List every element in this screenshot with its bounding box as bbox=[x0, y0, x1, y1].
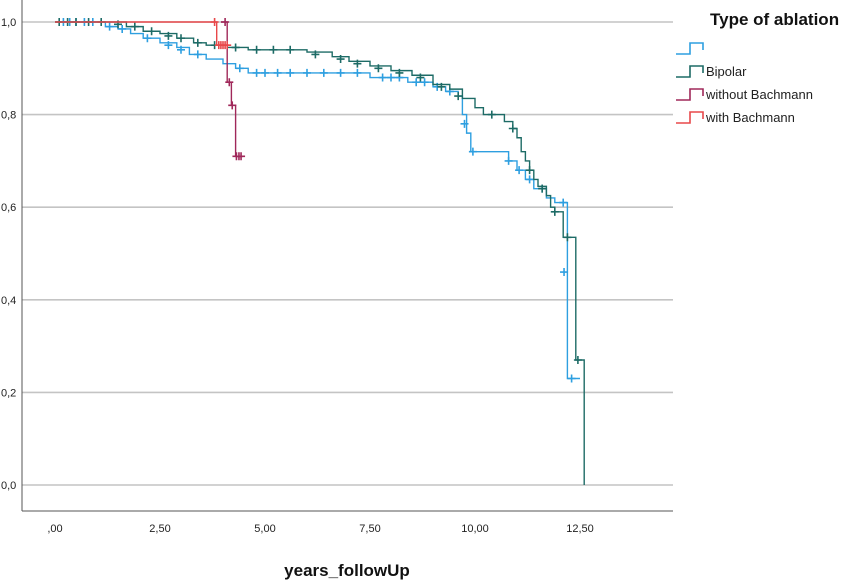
y-tick-label: 0,6 bbox=[1, 202, 16, 214]
censor-mark bbox=[261, 68, 269, 77]
censor-mark bbox=[193, 38, 202, 47]
x-axis-title: years_followUp bbox=[284, 561, 410, 580]
censor-mark bbox=[210, 18, 219, 26]
censor-mark bbox=[143, 34, 152, 43]
censor-mark bbox=[221, 18, 230, 26]
censor-mark bbox=[504, 156, 513, 165]
censor-mark bbox=[164, 31, 173, 40]
censor-mark bbox=[286, 68, 295, 77]
tick-labels: 1,0 0,8 0,6 0,4 0,2 0,0 ,00 2,50 5,00 7,50 10,00 12… bbox=[1, 17, 594, 535]
series-group bbox=[55, 18, 585, 485]
legend-title: Type of ablation bbox=[710, 10, 839, 29]
censor-mark bbox=[311, 50, 320, 59]
censor-mark bbox=[508, 124, 517, 133]
censor-mark bbox=[412, 78, 421, 87]
censor-mark bbox=[223, 41, 232, 50]
y-tick-label: 1,0 bbox=[1, 17, 16, 29]
censor-mark bbox=[193, 50, 202, 59]
censor-mark bbox=[273, 68, 282, 77]
censor-mark bbox=[164, 41, 173, 50]
censor-mark bbox=[378, 73, 387, 82]
censor-mark bbox=[560, 268, 569, 277]
censor-mark bbox=[468, 147, 477, 156]
censor-mark bbox=[336, 55, 345, 64]
axes bbox=[21, 0, 673, 512]
censor-mark bbox=[177, 34, 185, 43]
legend-swatch bbox=[676, 88, 704, 101]
censor-mark bbox=[147, 27, 156, 36]
censor-mark bbox=[252, 68, 261, 77]
x-tick-label: ,00 bbox=[47, 523, 62, 535]
censor-mark bbox=[286, 45, 295, 54]
censor-mark bbox=[374, 64, 383, 73]
x-tick-label: 5,00 bbox=[254, 523, 275, 535]
censor-mark bbox=[177, 45, 185, 54]
legend-swatch bbox=[676, 42, 704, 55]
censor-mark bbox=[525, 175, 534, 184]
legend-label: without Bachmann bbox=[705, 87, 813, 102]
censor-mark bbox=[353, 68, 362, 77]
censor-mark bbox=[567, 374, 576, 383]
y-tick-label: 0,8 bbox=[1, 110, 16, 122]
legend-swatch bbox=[676, 65, 704, 78]
censor-mark bbox=[319, 68, 328, 77]
censor-mark bbox=[416, 73, 425, 82]
censor-mark bbox=[437, 82, 446, 91]
x-tick-label: 10,00 bbox=[461, 523, 489, 535]
y-tick-label: 0,4 bbox=[1, 295, 16, 307]
censor-mark bbox=[231, 43, 240, 52]
x-tick-label: 7,50 bbox=[359, 523, 380, 535]
censor-mark bbox=[303, 68, 311, 77]
legend: Bipolar without Bachmann with Bachmann bbox=[676, 42, 813, 125]
censor-mark bbox=[252, 45, 261, 54]
y-tick-label: 0,2 bbox=[1, 387, 16, 399]
censor-mark bbox=[515, 166, 524, 175]
censor-mark bbox=[118, 24, 127, 33]
censor-mark bbox=[228, 101, 237, 110]
censor-mark bbox=[235, 64, 244, 73]
censor-mark bbox=[336, 68, 345, 77]
censor-mark bbox=[525, 166, 534, 175]
censor-mark bbox=[395, 68, 404, 77]
censor-mark bbox=[353, 59, 362, 68]
censor-mark bbox=[269, 45, 278, 54]
censor-mark bbox=[487, 110, 496, 119]
censor-mark bbox=[573, 355, 582, 364]
x-tick-label: 2,50 bbox=[149, 523, 170, 535]
censor-mark bbox=[454, 92, 463, 101]
legend-swatch bbox=[676, 111, 704, 124]
legend-label: Bipolar bbox=[706, 64, 747, 79]
censor-mark bbox=[237, 152, 246, 161]
x-tick-label: 12,50 bbox=[566, 523, 594, 535]
censor-mark bbox=[420, 78, 429, 87]
censor-mark bbox=[387, 73, 395, 82]
legend-label: with Bachmann bbox=[705, 110, 795, 125]
censor-mark bbox=[460, 119, 469, 128]
censor-mark bbox=[563, 233, 572, 242]
censor-mark bbox=[105, 22, 114, 31]
series-line-1 bbox=[55, 21, 585, 485]
censor-mark bbox=[559, 198, 568, 207]
y-tick-label: 0,0 bbox=[1, 480, 16, 492]
censor-mark bbox=[225, 78, 234, 87]
censor-mark bbox=[538, 184, 547, 193]
censor-mark bbox=[130, 22, 139, 31]
censor-mark bbox=[550, 207, 559, 216]
